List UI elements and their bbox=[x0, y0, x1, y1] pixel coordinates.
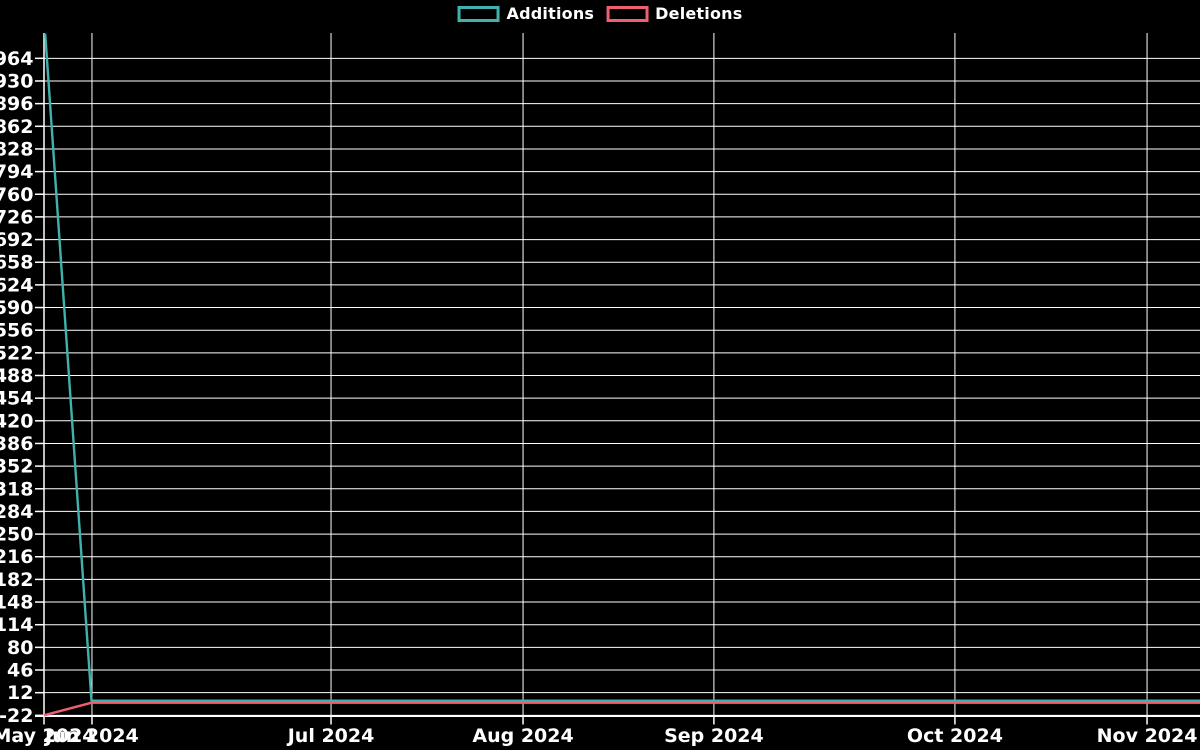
y-tick-label: 182 bbox=[0, 569, 34, 591]
y-tick-label: 216 bbox=[0, 546, 34, 568]
deletions-swatch bbox=[606, 6, 649, 22]
y-tick-label: 930 bbox=[0, 70, 34, 92]
y-tick-label: 896 bbox=[0, 93, 34, 115]
y-tick-label: 862 bbox=[0, 116, 34, 138]
additions-legend-label: Additions bbox=[506, 4, 595, 23]
y-tick-label: 624 bbox=[0, 274, 34, 296]
x-tick-label: Nov 2024 bbox=[1097, 725, 1198, 747]
y-tick-label: 352 bbox=[0, 456, 34, 478]
x-tick-label: Sep 2024 bbox=[664, 725, 764, 747]
y-tick-label: -22 bbox=[0, 705, 34, 727]
y-tick-label: 828 bbox=[0, 138, 34, 160]
y-tick-label: 250 bbox=[0, 524, 34, 546]
y-tick-label: 794 bbox=[0, 161, 34, 183]
x-tick-label: Aug 2024 bbox=[472, 725, 573, 747]
y-tick-label: 692 bbox=[0, 229, 34, 251]
legend-item-additions: Additions bbox=[457, 4, 595, 23]
y-tick-label: 488 bbox=[0, 365, 34, 387]
y-tick-label: 12 bbox=[7, 682, 33, 704]
y-tick-label: 318 bbox=[0, 478, 34, 500]
y-tick-label: 80 bbox=[7, 637, 33, 659]
x-tick-label: Jun 2024 bbox=[43, 725, 139, 747]
deletions-legend-label: Deletions bbox=[655, 4, 743, 23]
y-tick-label: 454 bbox=[0, 388, 34, 410]
series-line-deletions bbox=[43, 701, 1200, 717]
series-line-additions bbox=[44, 33, 1200, 702]
y-tick-label: 556 bbox=[0, 320, 34, 342]
y-tick-label: 46 bbox=[7, 660, 33, 682]
y-tick-label: 658 bbox=[0, 252, 34, 274]
y-tick-label: 284 bbox=[0, 501, 34, 523]
y-tick-label: 964 bbox=[0, 48, 34, 70]
x-tick-label: Oct 2024 bbox=[907, 725, 1003, 747]
y-tick-label: 420 bbox=[0, 410, 34, 432]
y-tick-label: 522 bbox=[0, 342, 34, 364]
y-tick-label: 726 bbox=[0, 206, 34, 228]
additions-swatch bbox=[457, 6, 500, 22]
y-tick-label: 148 bbox=[0, 592, 34, 614]
chart-legend: Additions Deletions bbox=[457, 4, 743, 23]
y-tick-label: 590 bbox=[0, 297, 34, 319]
y-tick-label: 760 bbox=[0, 184, 34, 206]
y-tick-label: 114 bbox=[0, 614, 34, 636]
x-tick-label: May 2024 bbox=[0, 725, 96, 747]
y-tick-label: 386 bbox=[0, 433, 34, 455]
legend-item-deletions: Deletions bbox=[606, 6, 742, 22]
x-tick-label: Jul 2024 bbox=[286, 725, 375, 747]
